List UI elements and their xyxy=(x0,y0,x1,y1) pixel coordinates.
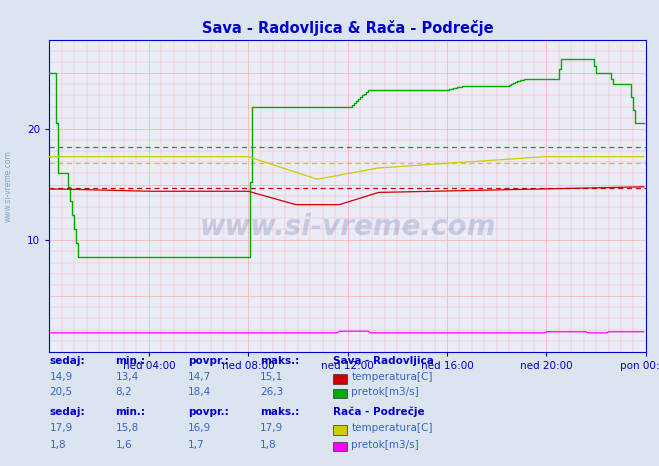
Text: 8,2: 8,2 xyxy=(115,387,132,397)
Text: 1,7: 1,7 xyxy=(188,440,204,450)
Text: 17,9: 17,9 xyxy=(49,424,72,433)
Text: 20,5: 20,5 xyxy=(49,387,72,397)
Text: 15,1: 15,1 xyxy=(260,372,283,382)
Title: Sava - Radovljica & Rača - Podrečje: Sava - Radovljica & Rača - Podrečje xyxy=(202,20,494,36)
Text: 16,9: 16,9 xyxy=(188,424,211,433)
Text: sedaj:: sedaj: xyxy=(49,407,85,417)
Text: 1,6: 1,6 xyxy=(115,440,132,450)
Text: pretok[m3/s]: pretok[m3/s] xyxy=(351,387,419,397)
Text: temperatura[C]: temperatura[C] xyxy=(351,372,433,382)
Text: 15,8: 15,8 xyxy=(115,424,138,433)
Text: 18,4: 18,4 xyxy=(188,387,211,397)
Text: maks.:: maks.: xyxy=(260,407,300,417)
Text: 1,8: 1,8 xyxy=(49,440,66,450)
Text: 14,7: 14,7 xyxy=(188,372,211,382)
Text: Sava - Radovljica: Sava - Radovljica xyxy=(333,356,434,366)
Text: 17,9: 17,9 xyxy=(260,424,283,433)
Text: povpr.:: povpr.: xyxy=(188,356,229,366)
Text: pretok[m3/s]: pretok[m3/s] xyxy=(351,440,419,450)
Text: povpr.:: povpr.: xyxy=(188,407,229,417)
Text: temperatura[C]: temperatura[C] xyxy=(351,424,433,433)
Text: 14,9: 14,9 xyxy=(49,372,72,382)
Text: sedaj:: sedaj: xyxy=(49,356,85,366)
Text: Rača - Podrečje: Rača - Podrečje xyxy=(333,406,424,417)
Text: min.:: min.: xyxy=(115,356,146,366)
Text: min.:: min.: xyxy=(115,407,146,417)
Text: 13,4: 13,4 xyxy=(115,372,138,382)
Text: 1,8: 1,8 xyxy=(260,440,277,450)
Text: maks.:: maks.: xyxy=(260,356,300,366)
Text: www.si-vreme.com: www.si-vreme.com xyxy=(3,151,13,222)
Text: 26,3: 26,3 xyxy=(260,387,283,397)
Text: www.si-vreme.com: www.si-vreme.com xyxy=(200,213,496,241)
